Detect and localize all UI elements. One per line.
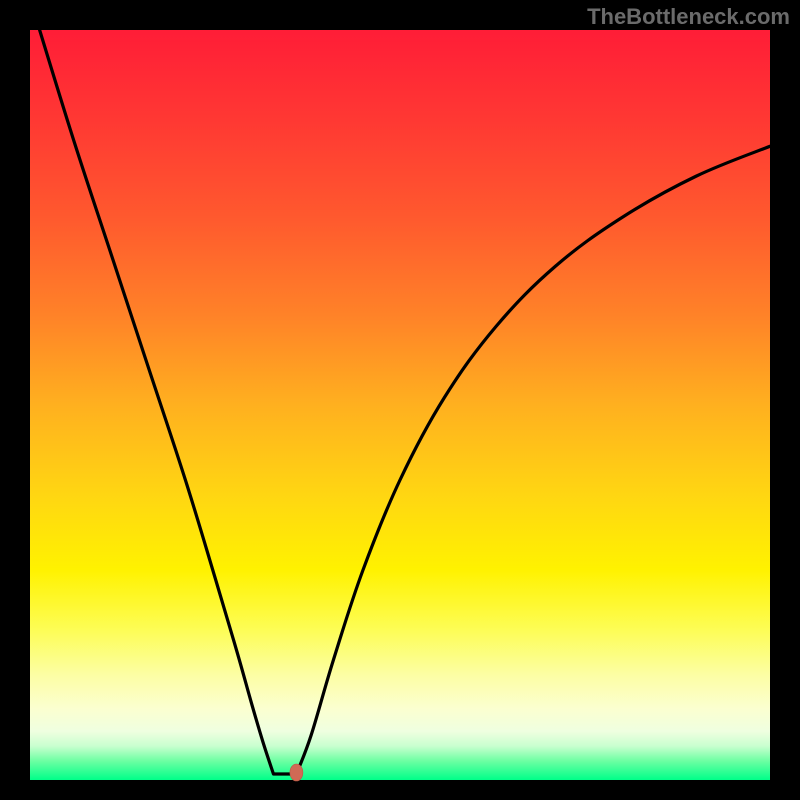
chart-container: TheBottleneck.com xyxy=(0,0,800,800)
bottleneck-chart xyxy=(0,0,800,800)
optimum-marker xyxy=(290,764,303,781)
watermark-label: TheBottleneck.com xyxy=(587,4,790,30)
